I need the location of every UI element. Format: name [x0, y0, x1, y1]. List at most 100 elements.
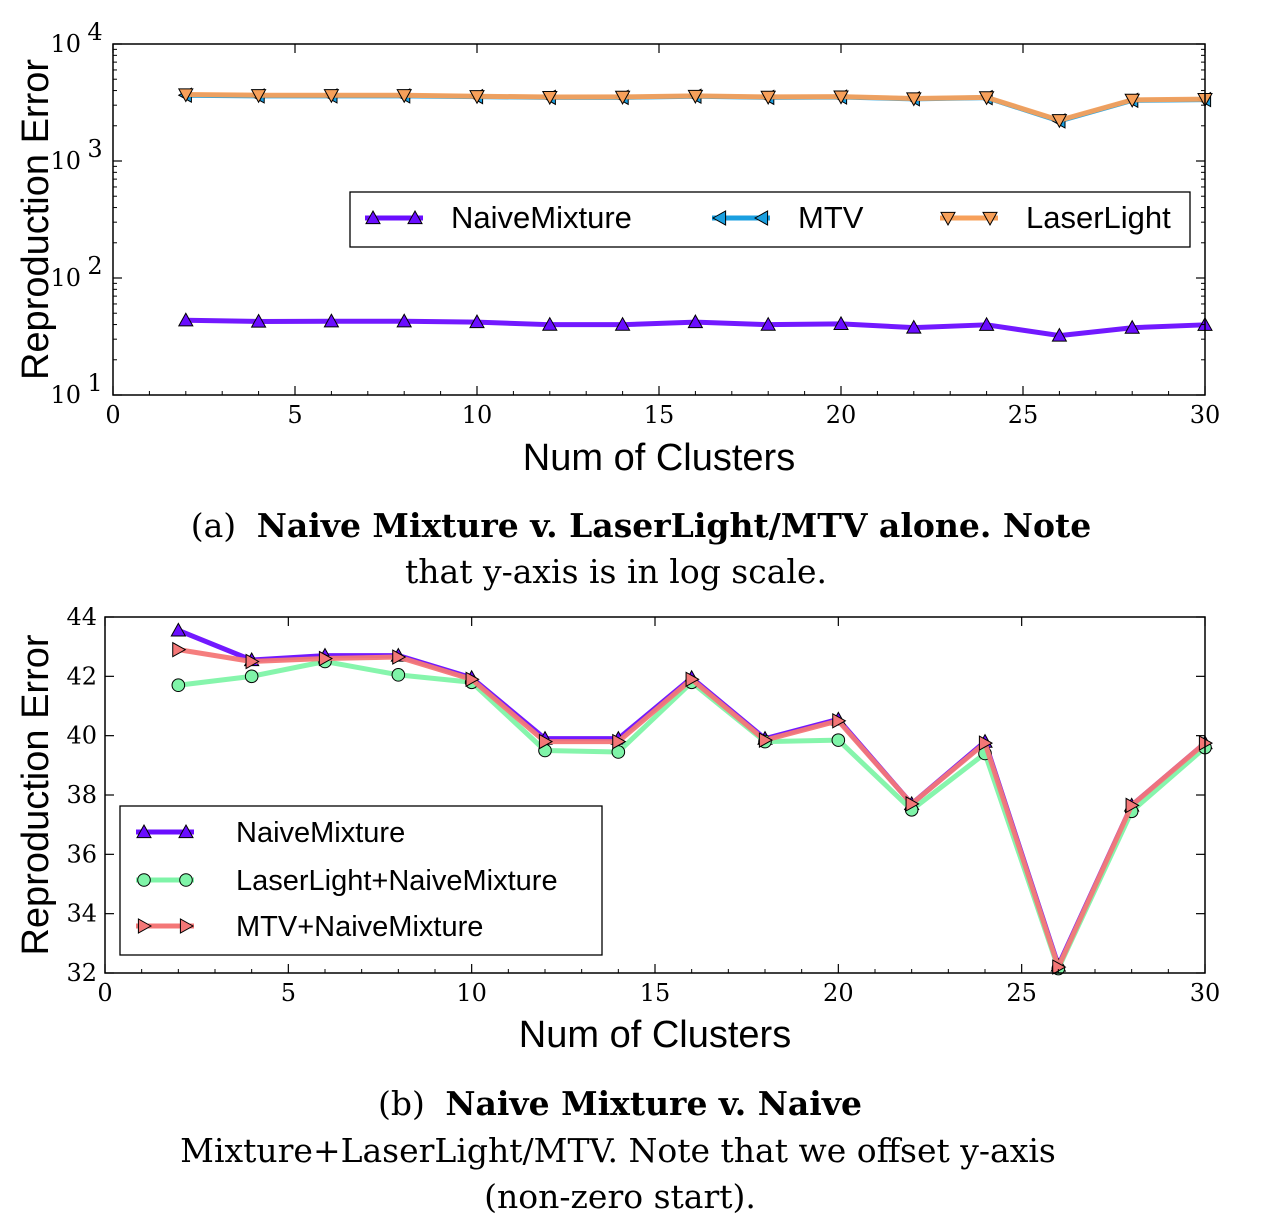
data-point	[1125, 797, 1140, 814]
caption-a-label: (a)	[191, 506, 236, 545]
x-tick-label: 10	[456, 979, 487, 1007]
x-tick-label: 5	[281, 979, 296, 1007]
data-point	[323, 89, 340, 104]
data-point	[465, 671, 480, 688]
y-tick-label: 10	[50, 264, 81, 292]
legend-marker	[940, 211, 956, 227]
data-point	[614, 316, 631, 331]
data-point	[469, 314, 485, 329]
data-point	[614, 90, 631, 105]
y-axis-label: Reproduction Error	[15, 634, 57, 955]
legend-label: NaiveMixture	[451, 200, 632, 235]
legend-label: MTV+NaiveMixture	[236, 911, 483, 943]
data-point	[541, 316, 558, 331]
data-point	[245, 653, 260, 670]
legend: NaiveMixture MTV LaserLight	[349, 191, 1191, 248]
legend-marker	[178, 823, 194, 839]
data-point	[1124, 93, 1141, 108]
legend-item: MTV	[711, 200, 864, 235]
caption-a: (a) Naive Mixture v. LaserLight/MTV alon…	[191, 506, 1092, 591]
x-tick-label: 20	[823, 979, 854, 1007]
series-laserlight	[177, 88, 1213, 129]
caption-a-line1: Naive Mixture v. LaserLight/MTV alone. N…	[257, 506, 1092, 545]
x-tick-label: 0	[97, 979, 112, 1007]
data-point	[396, 89, 413, 104]
series-naivemixture	[177, 312, 1213, 342]
data-point	[760, 90, 777, 105]
data-point	[323, 313, 340, 328]
legend-marker	[711, 210, 727, 226]
x-tick-label: 20	[826, 401, 857, 429]
data-point	[1052, 959, 1067, 975]
data-point	[905, 319, 922, 334]
chart-b: 0 5 10 15 20 25 30 32 34 36 38 40 42 44 Num of Cluster…	[15, 603, 1220, 1056]
y-tick-exponent: 2	[87, 252, 102, 280]
x-tick-label: 30	[1190, 979, 1221, 1007]
x-tick-label: 5	[287, 401, 302, 429]
x-tick-label: 25	[1006, 979, 1037, 1007]
legend-item: MTV+NaiveMixture	[136, 911, 483, 943]
caption-b-line2: Mixture+LaserLight/MTV. Note that we off…	[180, 1131, 1056, 1170]
legend-marker	[179, 918, 195, 934]
data-point	[978, 91, 995, 106]
x-tick-label: 0	[105, 401, 120, 429]
x-tick-label: 15	[644, 401, 675, 429]
legend: NaiveMixture LaserLight+NaiveMixture MTV+N…	[119, 805, 603, 956]
data-point	[831, 733, 846, 747]
data-point	[978, 316, 995, 331]
data-point	[687, 89, 704, 104]
x-tick-label: 10	[462, 401, 493, 429]
data-point	[833, 90, 849, 105]
legend-label: LaserLight	[1026, 200, 1171, 235]
data-point	[833, 315, 849, 331]
legend-label: NaiveMixture	[236, 817, 405, 849]
legend-marker	[982, 211, 998, 227]
legend-box	[119, 805, 603, 956]
data-point	[250, 89, 267, 104]
y-tick-label: 10	[50, 30, 81, 58]
data-point	[1051, 114, 1068, 129]
y-tick-exponent: 4	[87, 18, 102, 46]
y-axis-label: Reproduction Error	[15, 59, 57, 380]
caption-b: (b) Naive Mixture v. Naive Mixture+Laser…	[180, 1084, 1056, 1216]
legend-marker	[407, 209, 423, 225]
legend-item: NaiveMixture	[136, 817, 405, 849]
y-tick-exponent: 1	[87, 369, 102, 397]
x-tick-label: 25	[1008, 401, 1039, 429]
data-point	[612, 733, 627, 750]
data-point	[687, 314, 704, 329]
data-point	[760, 316, 777, 331]
y-tick-label: 42	[66, 662, 97, 690]
legend-item: LaserLight	[940, 200, 1171, 235]
series-mtv-naivemixture	[172, 641, 1214, 975]
y-tick-label: 38	[66, 781, 97, 809]
data-point	[171, 678, 186, 693]
data-point	[177, 88, 194, 103]
legend-marker	[137, 873, 151, 887]
legend-marker	[753, 210, 769, 226]
y-tick-label: 34	[66, 900, 97, 928]
caption-b-line1: Naive Mixture v. Naive	[445, 1084, 862, 1123]
data-point	[905, 92, 922, 107]
y-tick-label: 10	[50, 381, 81, 409]
legend-marker	[137, 918, 153, 934]
data-point	[250, 313, 267, 328]
y-tick-label: 44	[66, 603, 97, 631]
y-tick-label: 36	[66, 840, 97, 868]
data-point	[391, 668, 406, 682]
data-point	[170, 622, 187, 637]
x-tick-label: 15	[640, 979, 671, 1007]
data-point	[392, 649, 407, 665]
data-point	[396, 313, 413, 328]
legend-marker	[136, 823, 152, 839]
data-point	[905, 796, 920, 812]
data-point	[172, 641, 187, 658]
data-point	[177, 312, 194, 327]
data-point	[541, 90, 558, 106]
y-tick-label: 40	[66, 722, 97, 750]
data-point	[1051, 327, 1068, 342]
data-point	[244, 669, 259, 684]
x-axis-label: Num of Clusters	[523, 437, 795, 479]
